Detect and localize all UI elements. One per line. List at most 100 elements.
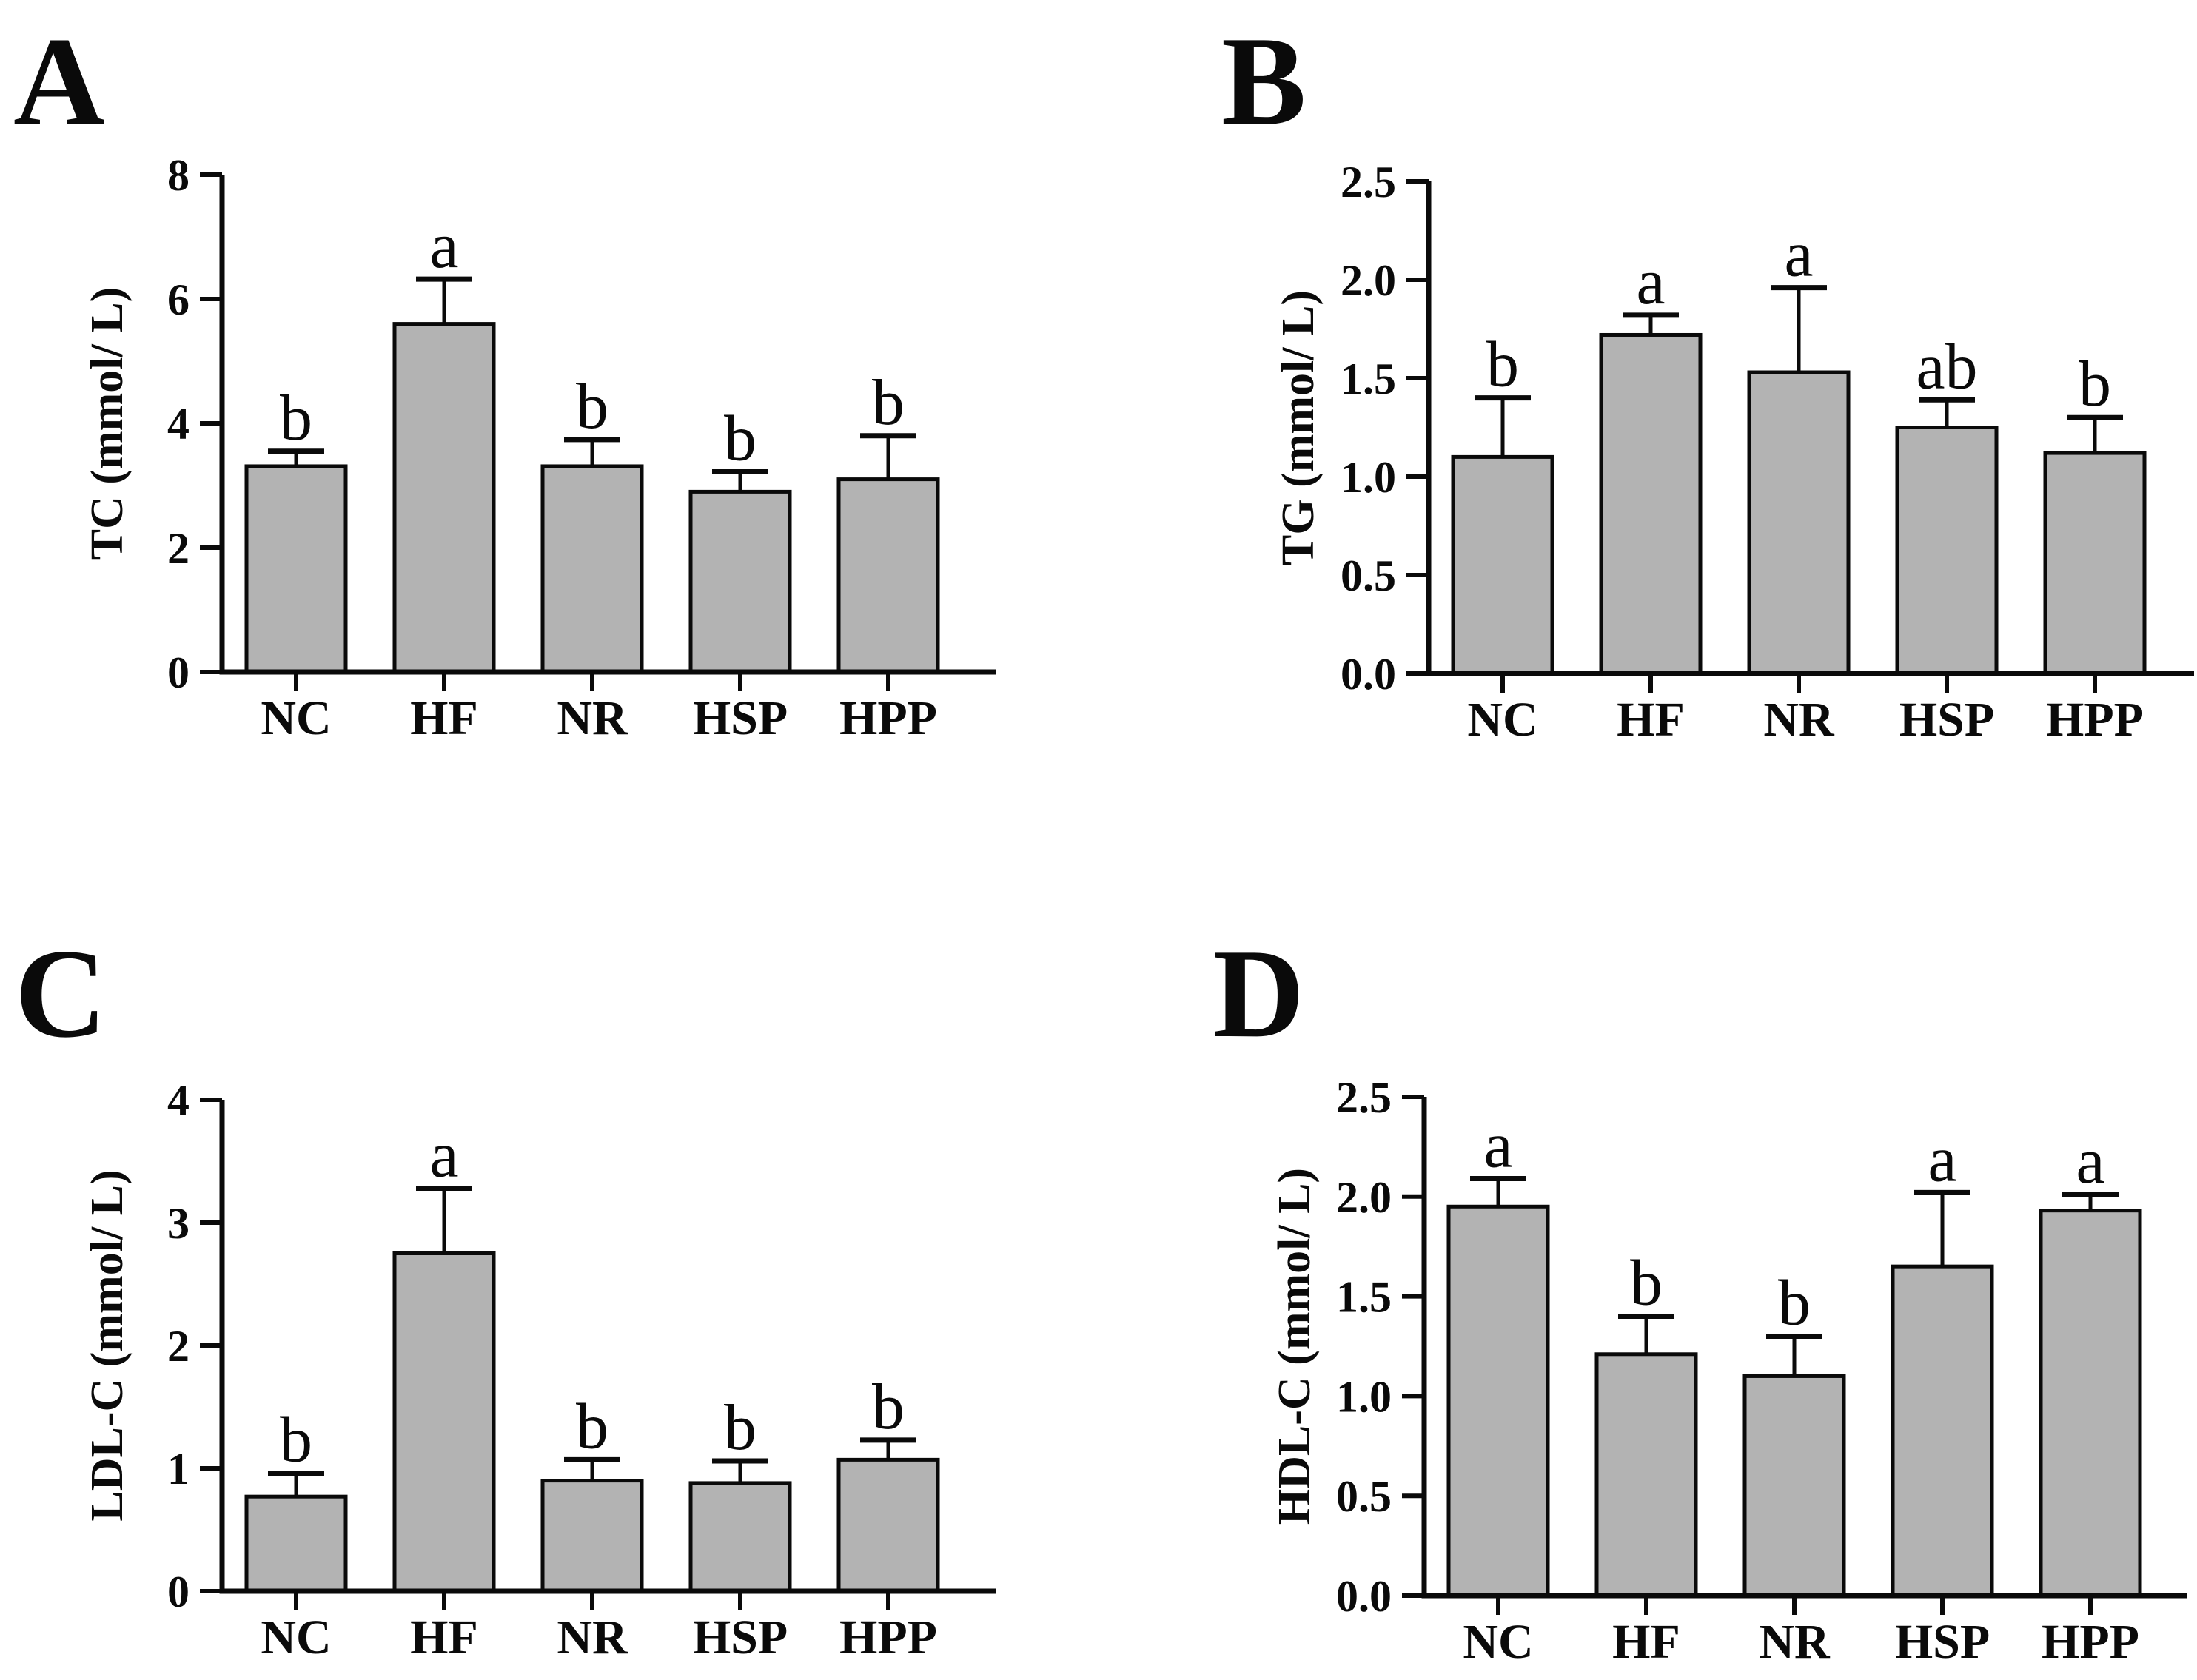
y-tick-label: 4	[167, 1076, 189, 1125]
y-tick-label: 4	[167, 400, 189, 448]
y-tick-label: 0	[167, 1568, 189, 1616]
sig-letter-hf: b	[1630, 1248, 1663, 1320]
sig-letter-nr: a	[1784, 219, 1813, 291]
x-axis-label-hpp: HPP	[2046, 693, 2144, 747]
x-axis-label-hsp: HSP	[693, 1610, 788, 1664]
bar-nc	[244, 464, 348, 674]
sig-letter-hpp: a	[2076, 1126, 2104, 1197]
x-axis-label-nc: NC	[1467, 693, 1537, 747]
sig-letter-nc: b	[280, 383, 312, 454]
panel-B: B TG (mmol/ L) b NC a HF a NR ab HSP b HPP 0.0 0.5 1.0…	[1098, 0, 2197, 840]
y-tick-label: 2.0	[1336, 1173, 1392, 1222]
sig-letter-hf: a	[429, 1120, 458, 1192]
bar-nr	[540, 1479, 644, 1593]
axis-line	[219, 1100, 996, 1594]
x-axis-label-nr: NR	[557, 691, 628, 745]
x-axis-label-nr: NR	[1759, 1615, 1831, 1669]
y-tick-label: 6	[167, 275, 189, 324]
x-axis-label-nc: NC	[261, 691, 331, 745]
y-tick-label: 2.5	[1336, 1073, 1392, 1122]
x-axis-label-hf: HF	[1612, 1615, 1680, 1669]
panel-letter: C	[15, 924, 107, 1064]
sig-letter-nr: b	[1778, 1268, 1811, 1340]
bar-nc	[244, 1494, 348, 1593]
x-axis-label-hf: HF	[410, 1610, 478, 1664]
panel-A-chart: A TC (mmol/ L) b NC a HF b NR b HSP b HPP 0 2 4 6 8	[13, 12, 996, 745]
panel-A: A TC (mmol/ L) b NC a HF b NR b HSP b HPP 0 2 4 6 8	[0, 0, 1098, 840]
panel-letter: B	[1221, 11, 1307, 152]
x-axis-label-hpp: HPP	[839, 1610, 937, 1664]
bar-hf	[1594, 1352, 1698, 1598]
y-tick-label: 3	[167, 1199, 189, 1248]
panel-letter: D	[1212, 924, 1304, 1064]
y-axis-title: LDL-C (mmol/ L)	[82, 1169, 133, 1521]
x-axis-label-hsp: HSP	[1899, 693, 1994, 747]
sig-letter-hsp: b	[724, 1392, 757, 1464]
panel-C-chart: C LDL-C (mmol/ L) b NC a HF b NR b HSP b HPP 0 1 2 3 4	[15, 924, 996, 1664]
x-axis-label-nc: NC	[261, 1610, 331, 1664]
sig-letter-nc: a	[1483, 1110, 1512, 1182]
y-tick-label: 0	[167, 648, 189, 697]
x-axis-label-hsp: HSP	[693, 691, 788, 745]
x-axis-label-nr: NR	[557, 1610, 628, 1664]
y-tick-label: 1.0	[1336, 1372, 1392, 1421]
bar-nc	[1446, 1204, 1550, 1598]
panel-D-chart: D HDL-C (mmol/ L) a NC b HF b NR a HSP a HPP 0.0 0.5 1…	[1212, 924, 2187, 1669]
bar-hf	[392, 322, 496, 674]
y-tick-label: 1.5	[1341, 355, 1396, 403]
y-tick-label: 2	[167, 524, 189, 573]
sig-letter-nr: b	[576, 371, 608, 443]
bar-hsp	[1891, 1264, 1994, 1598]
x-axis-label-hsp: HSP	[1895, 1615, 1990, 1669]
x-axis-label-nr: NR	[1763, 693, 1835, 747]
y-axis-title: HDL-C (mmol/ L)	[1269, 1168, 1320, 1525]
y-tick-label: 0.5	[1341, 551, 1396, 600]
sig-letter-nr: b	[576, 1391, 608, 1462]
sig-letter-hpp: b	[872, 1371, 905, 1443]
y-tick-label: 0.0	[1341, 650, 1396, 699]
y-tick-label: 8	[167, 151, 189, 200]
sig-letter-hf: a	[1636, 246, 1665, 318]
y-tick-label: 1	[167, 1445, 189, 1493]
bar-hf	[392, 1251, 496, 1593]
y-tick-label: 0.5	[1336, 1472, 1392, 1521]
x-axis-label-hf: HF	[410, 691, 478, 745]
x-axis-label-hf: HF	[1617, 693, 1685, 747]
panel-C: C LDL-C (mmol/ L) b NC a HF b NR b HSP b HPP 0 1 2 3 4	[0, 840, 1098, 1680]
axis-line	[1426, 181, 2194, 676]
sig-letter-nc: b	[280, 1405, 312, 1476]
y-axis-title: TG (mmol/ L)	[1273, 290, 1324, 565]
bar-hpp	[836, 1457, 940, 1593]
sig-letter-hsp: a	[1928, 1123, 1956, 1195]
bar-nr	[540, 464, 644, 674]
panel-D: D HDL-C (mmol/ L) a NC b HF b NR a HSP a HPP 0.0 0.5 1…	[1098, 840, 2197, 1680]
y-axis-title: TC (mmol/ L)	[82, 287, 133, 560]
bar-nr	[1747, 370, 1851, 676]
panel-letter: A	[13, 12, 105, 152]
bar-nc	[1451, 454, 1554, 676]
y-tick-label: 2	[167, 1322, 189, 1371]
panel-B-chart: B TG (mmol/ L) b NC a HF a NR ab HSP b HPP 0.0 0.5 1.0…	[1221, 11, 2194, 747]
y-tick-label: 2.0	[1341, 256, 1396, 305]
sig-letter-hpp: b	[2079, 349, 2111, 420]
sig-letter-nc: b	[1486, 329, 1519, 401]
bar-hsp	[688, 1481, 792, 1593]
bar-hsp	[1895, 426, 1999, 676]
bar-hpp	[2043, 451, 2147, 676]
bar-hpp	[2039, 1209, 2142, 1598]
y-tick-label: 0.0	[1336, 1572, 1392, 1621]
x-axis-label-nc: NC	[1463, 1615, 1533, 1669]
sig-letter-hsp: b	[724, 403, 757, 475]
sig-letter-hf: a	[429, 210, 458, 282]
axis-line	[1421, 1097, 2187, 1599]
y-tick-label: 1.5	[1336, 1273, 1392, 1322]
bar-hsp	[688, 489, 792, 674]
x-axis-label-hpp: HPP	[839, 691, 937, 745]
bar-hf	[1599, 332, 1703, 676]
y-tick-label: 1.0	[1341, 453, 1396, 502]
sig-letter-hsp: ab	[1916, 331, 1977, 403]
x-axis-label-hpp: HPP	[2042, 1615, 2139, 1669]
bar-hpp	[836, 477, 940, 674]
axis-line	[219, 175, 996, 675]
y-tick-label: 2.5	[1341, 158, 1396, 206]
